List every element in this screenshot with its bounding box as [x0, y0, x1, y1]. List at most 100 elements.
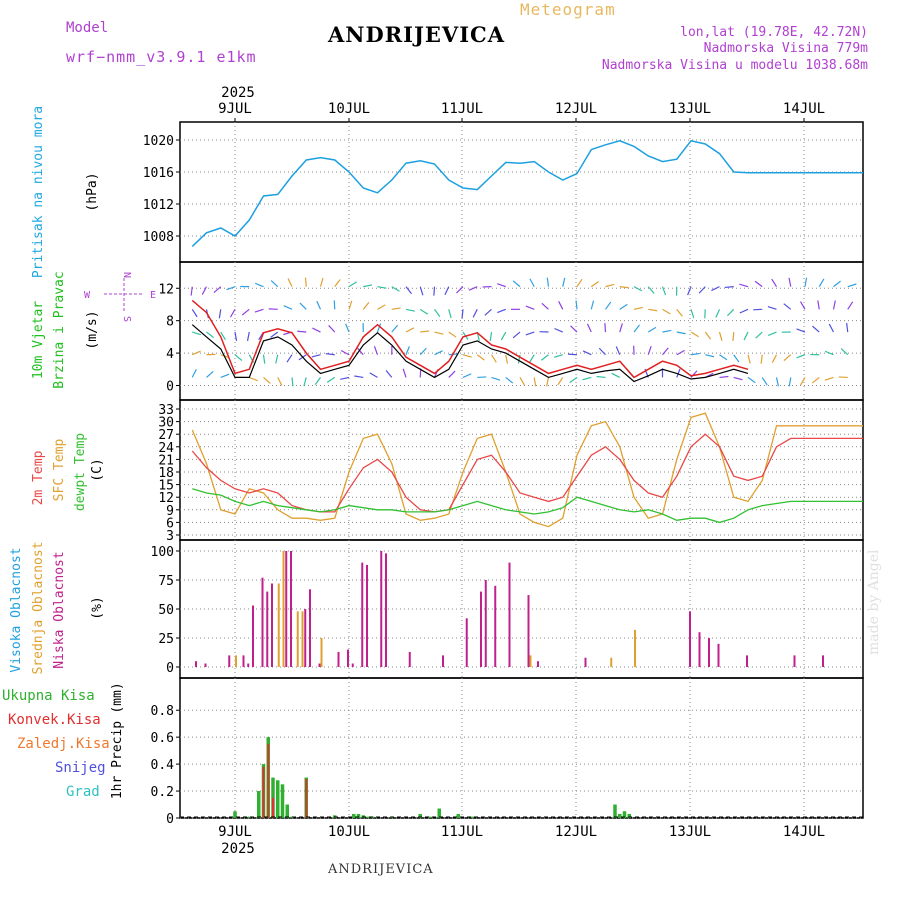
wind-barb	[434, 308, 441, 317]
high-cloud-axis-label: Visoka Oblacnost	[9, 547, 24, 672]
wind-barb	[590, 300, 595, 310]
wind-barb	[796, 354, 806, 359]
model-label: Model	[66, 20, 109, 36]
low-cloud-bar	[385, 553, 387, 667]
total-precip-bar	[627, 813, 631, 818]
wind-barb	[286, 354, 293, 363]
wind-speed-line	[191, 324, 749, 383]
wind-barb	[529, 278, 535, 287]
mid-cloud-bar	[282, 551, 285, 667]
wind-barb	[385, 370, 393, 378]
wind-barb	[456, 286, 464, 294]
low-cloud-bar	[527, 595, 530, 667]
panel-frame-pressure	[179, 121, 864, 263]
wind-barb	[705, 354, 715, 358]
mid-cloud-bar	[301, 611, 304, 667]
low-cloud-bar	[242, 655, 245, 667]
chart-type-label: Meteogram	[520, 0, 616, 19]
low-cloud-bar	[266, 591, 269, 667]
panel-frame-precipitation	[179, 677, 864, 819]
wind-barb	[270, 280, 279, 288]
precip-legend-entry: Zaledj.Kisa	[17, 736, 110, 752]
wind-barb	[619, 323, 623, 333]
wind-barb	[433, 286, 436, 296]
wind-barb	[812, 325, 820, 333]
wind-barb	[312, 327, 321, 333]
wind-barb	[690, 352, 700, 356]
wind-barb	[326, 376, 336, 383]
ytick-label: 75	[158, 574, 174, 589]
wind-barb	[846, 323, 849, 333]
compass-east-label: E	[150, 290, 156, 301]
wind-barb	[604, 323, 607, 333]
low-cloud-bar	[822, 655, 824, 667]
wind-barb	[234, 331, 238, 341]
low-cloud-bar	[228, 655, 231, 667]
ytick-label: 0.8	[151, 704, 174, 719]
mid-cloud-bar	[296, 611, 299, 667]
wind-barb	[661, 286, 667, 296]
low-cloud-bar	[484, 580, 487, 667]
wind-barb	[420, 330, 430, 333]
wind-barb	[405, 286, 413, 295]
wind-barb	[533, 377, 537, 387]
wind-barb	[732, 331, 735, 342]
total-precip-bar	[285, 804, 289, 818]
wind-barb	[719, 375, 729, 379]
low-cloud-bar	[247, 663, 250, 667]
wind-barb	[391, 286, 400, 292]
wind-barb	[363, 284, 373, 288]
wind-barb	[541, 354, 549, 361]
wind-barb	[598, 347, 606, 356]
wind-barb	[262, 354, 266, 364]
wind-barb	[715, 309, 721, 318]
year-label-top: 2025	[221, 85, 255, 101]
wind-barb	[704, 331, 712, 340]
wind-axis-label: 10m Vjetar	[31, 301, 46, 379]
wind-barb	[311, 354, 321, 358]
wind-barb	[743, 331, 749, 341]
wind-barb	[402, 368, 407, 378]
wind-barb	[490, 354, 497, 363]
total-precip-bar	[356, 813, 361, 818]
total-precip-bar	[470, 816, 475, 818]
low-cloud-bar	[508, 562, 511, 667]
conv-precip-bar	[272, 797, 274, 818]
wind-barb	[314, 377, 321, 386]
low-cloud-bar	[689, 611, 691, 667]
wind-barb	[783, 354, 792, 362]
low-cloud-bar	[408, 651, 411, 667]
wind-barb	[799, 301, 806, 310]
low-cloud-bar	[584, 657, 587, 667]
wind-barb	[596, 375, 606, 379]
precip-legend-entry: Ukupna Kisa	[2, 688, 95, 704]
day-label-top: 13JUL	[669, 101, 711, 117]
wind-barb	[254, 308, 264, 313]
ytick-label: 6	[166, 516, 174, 531]
wind-barb	[726, 308, 735, 317]
ytick-label: 21	[158, 453, 174, 468]
wind-barb	[484, 308, 492, 316]
wind-barb	[434, 350, 443, 356]
wind-barb	[461, 309, 464, 319]
low-cloud-bar	[290, 551, 292, 667]
ytick-label: 1012	[143, 198, 174, 213]
wind-barb	[824, 350, 834, 356]
wind-barb	[201, 286, 208, 295]
ytick-label: 15	[158, 479, 174, 494]
ytick-label: 0	[166, 380, 174, 395]
wind-barb	[249, 376, 258, 382]
wind-barb	[254, 282, 264, 288]
wind-barb	[733, 376, 743, 381]
total-precip-bar	[352, 813, 356, 818]
pressure-axis-label: Pritisak na nivou mora	[31, 106, 46, 278]
wind-barb	[462, 354, 472, 358]
wind-barb	[263, 376, 271, 384]
conv-precip-bar	[305, 778, 308, 818]
wind-barb	[796, 328, 806, 333]
ytick-label: 24	[158, 441, 174, 456]
wind-barb	[840, 348, 849, 356]
low-cloud-bar	[204, 663, 207, 667]
wind-barb	[340, 349, 350, 356]
wind-barb	[297, 330, 307, 333]
